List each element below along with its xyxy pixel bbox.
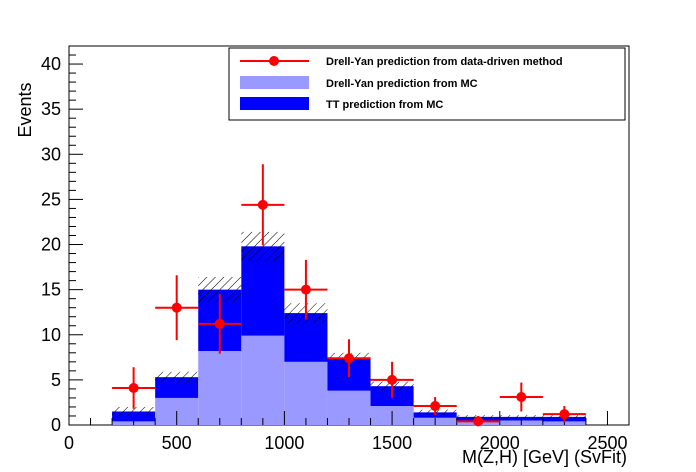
- stack-layer: [112, 246, 586, 425]
- uncertainty-band: [155, 371, 199, 383]
- y-axis-title: Events: [15, 82, 35, 137]
- data-driven-point: [516, 392, 527, 403]
- x-tick-label: 2000: [480, 433, 520, 453]
- legend-label-data-driven: Drell-Yan prediction from data-driven me…: [326, 56, 563, 68]
- points-layer: [112, 164, 586, 427]
- legend-marker-point: [269, 56, 279, 66]
- y-tick-label: 40: [41, 54, 61, 74]
- legend-entry-dy-mc: Drell-Yan prediction from MC: [240, 76, 478, 90]
- y-tick-label: 15: [41, 280, 61, 300]
- y-tick-label: 5: [51, 370, 61, 390]
- y-tick-label: 35: [41, 99, 61, 119]
- bar-dy-mc: [284, 361, 328, 425]
- legend-entry-tt-mc: TT prediction from MC: [240, 97, 443, 111]
- legend-swatch-tt-mc: [240, 97, 309, 110]
- x-tick-label: 2500: [587, 433, 627, 453]
- legend-label-dy-mc: Drell-Yan prediction from MC: [326, 78, 478, 90]
- data-driven-point: [128, 383, 139, 394]
- uncertainty-band: [112, 406, 156, 416]
- x-tick-label: 1500: [372, 433, 412, 453]
- y-tick-label: 30: [41, 144, 61, 164]
- bar-dy-mc: [241, 335, 285, 425]
- y-tick-label: 20: [41, 235, 61, 255]
- y-tick-label: 25: [41, 189, 61, 209]
- legend: Drell-Yan prediction from data-driven me…: [228, 47, 626, 121]
- data-driven-point: [257, 199, 268, 210]
- x-axis-title: M(Z,H) [GeV] (SvFit): [462, 447, 627, 467]
- y-tick-label: 0: [51, 415, 61, 435]
- bar-tt-mc: [241, 246, 285, 336]
- legend-entry-data-driven: Drell-Yan prediction from data-driven me…: [240, 56, 563, 68]
- bar-dy-mc: [198, 351, 242, 425]
- legend-label-tt-mc: TT prediction from MC: [326, 99, 443, 111]
- data-driven-point: [387, 374, 398, 385]
- data-driven-point: [559, 409, 570, 420]
- axes-layer: 0 500 1000 1500 2000 2500 0 5 10 15 20 25 30 35 40: [41, 45, 630, 453]
- x-tick-label: 1000: [264, 433, 304, 453]
- x-tick-label: 500: [162, 433, 192, 453]
- legend-swatch-dy-mc: [240, 76, 309, 89]
- x-tick-label: 0: [64, 433, 74, 453]
- data-driven-point: [171, 302, 182, 313]
- bar-tt-mc: [112, 411, 156, 422]
- y-tick-label: 10: [41, 325, 61, 345]
- data-driven-point: [473, 416, 484, 427]
- data-driven-point: [214, 318, 225, 329]
- data-driven-point: [300, 284, 311, 295]
- data-driven-point: [344, 353, 354, 364]
- data-driven-point: [430, 401, 441, 412]
- uncertainty-band: [499, 415, 543, 419]
